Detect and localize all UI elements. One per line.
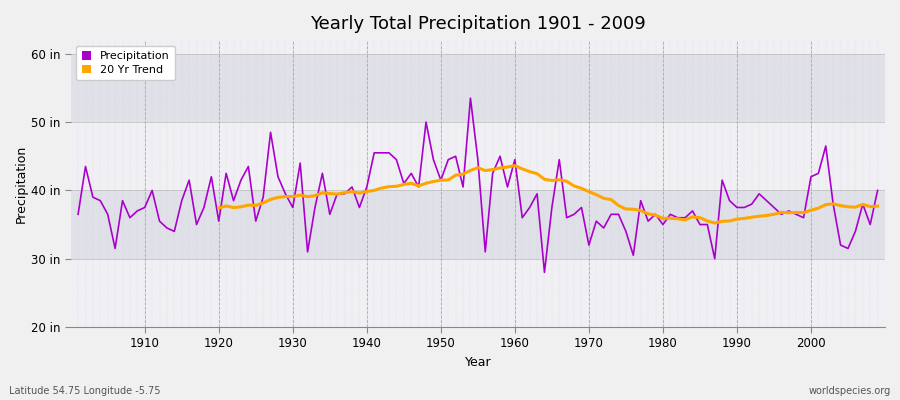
Bar [71, 190, 885, 259]
Bar [71, 122, 885, 190]
Title: Yearly Total Precipitation 1901 - 2009: Yearly Total Precipitation 1901 - 2009 [310, 15, 645, 33]
Y-axis label: Precipitation: Precipitation [15, 144, 28, 223]
Text: Latitude 54.75 Longitude -5.75: Latitude 54.75 Longitude -5.75 [9, 386, 160, 396]
Text: worldspecies.org: worldspecies.org [809, 386, 891, 396]
Bar [71, 54, 885, 122]
X-axis label: Year: Year [464, 356, 491, 369]
Legend: Precipitation, 20 Yr Trend: Precipitation, 20 Yr Trend [76, 46, 175, 80]
Bar [71, 259, 885, 327]
